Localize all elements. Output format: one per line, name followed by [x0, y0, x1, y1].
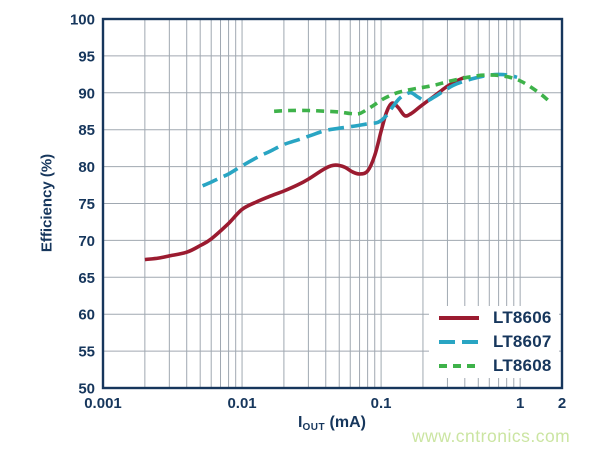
series-line — [201, 72, 518, 188]
y-tick-label: 80 — [78, 159, 95, 176]
x-axis-label-subscript: OUT — [302, 422, 326, 433]
x-axis-label: IOUT (mA) — [298, 414, 366, 433]
y-tick-label: 70 — [78, 233, 95, 250]
series-line — [144, 75, 466, 262]
x-tick-label: 0.001 — [84, 395, 122, 412]
y-tick-label: 50 — [78, 381, 95, 398]
legend: LT8606 LT8607 LT8608 — [429, 306, 559, 378]
legend-swatch-line — [439, 316, 479, 320]
legend-swatch-line — [439, 364, 479, 368]
x-tick-label: 0.01 — [227, 395, 256, 412]
x-tick-label: 1 — [516, 395, 524, 412]
x-axis-label-base: I — [298, 414, 303, 431]
legend-row-lt8606: LT8606 — [429, 307, 559, 329]
y-tick-label: 60 — [78, 307, 95, 324]
y-tick-label: 65 — [78, 270, 95, 287]
plot-frame — [101, 17, 564, 390]
legend-row-lt8607: LT8607 — [429, 331, 559, 353]
legend-label: LT8607 — [493, 332, 552, 351]
legend-label: LT8608 — [493, 356, 552, 375]
y-tick-label: 95 — [78, 48, 95, 65]
x-tick-label: 0.1 — [371, 395, 392, 412]
y-tick-label: 75 — [78, 196, 95, 213]
y-tick-label: 85 — [78, 122, 95, 139]
x-axis-label-units: (mA) — [325, 414, 366, 431]
legend-row-lt8608: LT8608 — [429, 355, 559, 377]
y-tick-label: 100 — [70, 12, 95, 29]
y-axis-label: Efficiency (%) — [38, 153, 56, 253]
legend-swatch-line — [439, 340, 479, 344]
legend-label: LT8606 — [493, 308, 552, 327]
y-tick-label: 55 — [78, 344, 95, 361]
watermark-text: www.cntronics.com — [412, 426, 571, 446]
x-tick-label: 2 — [558, 395, 566, 412]
y-tick-label: 90 — [78, 85, 95, 102]
